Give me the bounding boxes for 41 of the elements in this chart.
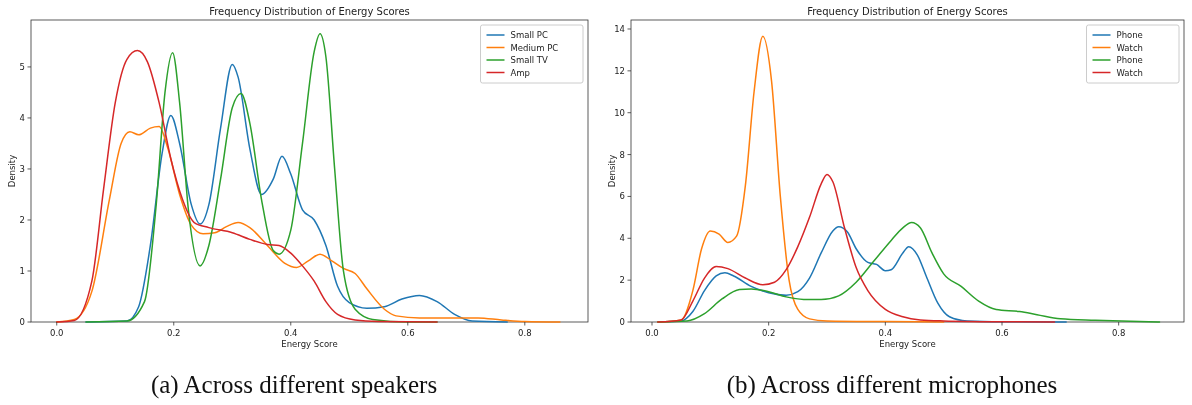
x-tick-label: 0.8 [518,328,532,338]
chart-title: Frequency Distribution of Energy Scores [209,6,410,17]
text: (b) Across different microphones [726,371,1058,399]
y-tick-label: 2 [19,214,25,225]
y-tick-label: 4 [619,233,625,244]
x-tick-label: 0.6 [995,328,1009,338]
y-tick-label: 3 [19,163,25,174]
x-axis-title: Energy Score [281,339,338,349]
legend-label: Phone [1116,30,1143,40]
y-tick-label: 14 [614,24,625,34]
legend-label: Phone [1116,55,1143,65]
y-tick-label: 4 [19,112,25,123]
legend-label: Small TV [510,55,548,65]
legend-label: Amp [510,67,530,78]
x-tick-label: 0.8 [1111,328,1126,338]
x-tick-label: 0.2 [166,328,181,338]
line-series [657,173,1056,323]
legend-label: Small PC [510,30,548,40]
x-tick-label: 0.2 [761,328,776,338]
y-tick-label: 10 [614,107,625,118]
x-tick-label: 0.4 [878,328,893,338]
x-tick-label: 0.4 [284,328,298,338]
y-tick-label: 5 [19,61,25,72]
y-tick-label: 2 [619,275,625,286]
y-axis-title: Density [607,154,617,188]
legend-label: Watch [1116,67,1143,78]
y-tick-label: 8 [619,149,625,160]
y-axis-title: Density [7,154,17,188]
legend-label: Medium PC [510,42,559,53]
y-tick-label: 1 [19,265,25,276]
x-tick-label: 0.6 [401,328,415,338]
chart-title: Frequency Distribution of Energy Scores [807,6,1008,17]
text: (a) Across different speakers [150,371,438,399]
legend-label: Watch [1116,42,1143,53]
x-tick-label: 0.0 [49,328,64,338]
y-tick-label: 0 [19,317,25,327]
x-tick-label: 0.0 [645,328,659,338]
y-tick-label: 6 [619,191,625,202]
y-tick-label: 12 [614,65,625,76]
y-tick-label: 0 [619,317,625,327]
x-axis-title: Energy Score [879,339,936,349]
